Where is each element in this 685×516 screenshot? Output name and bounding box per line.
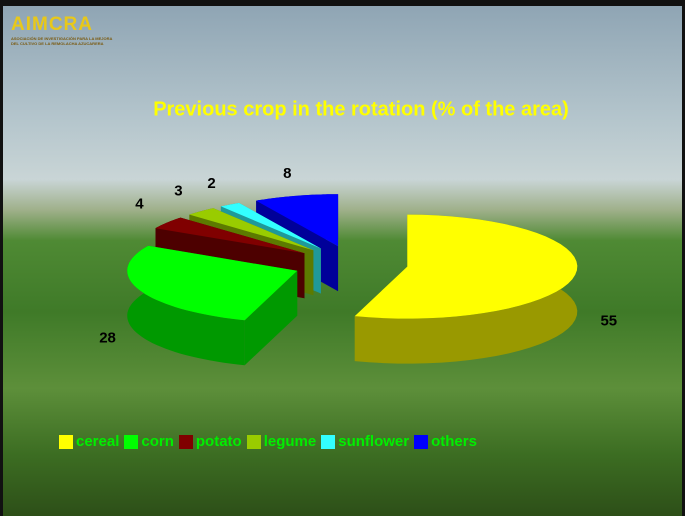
logo: AIMCRA ASOCIACIÓN DE INVESTIGACIÓN PARA … — [11, 14, 121, 46]
slice-side — [127, 245, 245, 366]
legend-label: others — [431, 433, 477, 450]
slice — [256, 194, 339, 247]
chart-title: Previous crop in the rotation (% of the … — [153, 98, 569, 120]
legend-label: potato — [195, 433, 242, 450]
legend-item: sunflower — [321, 433, 409, 450]
logo-tagline: ASOCIACIÓN DE INVESTIGACIÓN PARA LA MEJO… — [11, 36, 113, 46]
legend-swatch — [59, 434, 73, 449]
logo-name: AIMCRA — [11, 14, 93, 35]
data-label: 8 — [283, 165, 291, 182]
chart: Previous crop in the rotation (% of the … — [99, 98, 617, 366]
legend-label: legume — [263, 433, 317, 450]
data-label: 55 — [600, 312, 617, 329]
legend-label: sunflower — [338, 433, 410, 450]
slice — [354, 214, 578, 319]
slice — [155, 217, 305, 254]
slice — [127, 245, 298, 321]
legend-item: legume — [246, 433, 317, 450]
legend-swatch — [414, 434, 429, 449]
data-label: 3 — [174, 182, 182, 199]
legend-label: corn — [141, 433, 174, 450]
legend-swatch — [321, 434, 336, 449]
legend-item: potato — [178, 433, 242, 450]
data-label: 2 — [207, 175, 215, 192]
legend-label: cereal — [76, 433, 120, 450]
legend-swatch — [178, 434, 193, 449]
slice — [220, 202, 321, 249]
legend: cereal corn potato legume sunflower others — [59, 433, 477, 450]
legend-item: others — [414, 433, 477, 450]
data-label: 4 — [135, 196, 144, 213]
legend-item: corn — [124, 433, 174, 450]
legend-item: cereal — [59, 433, 119, 450]
data-label: 28 — [99, 330, 116, 347]
legend-swatch — [124, 434, 139, 449]
slice — [189, 208, 314, 251]
legend-swatch — [246, 434, 261, 449]
